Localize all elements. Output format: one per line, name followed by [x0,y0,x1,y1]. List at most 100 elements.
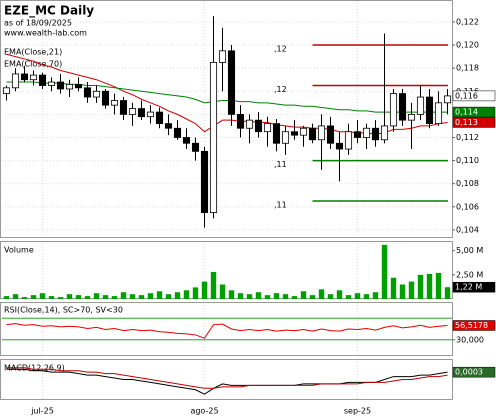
candle-body [146,111,155,118]
y-tick-label: 30,000 [456,335,484,344]
y-tick-label: 0,104 [456,225,479,234]
last-value-box [452,366,496,378]
candle-body [344,131,353,150]
candle-body [11,73,20,89]
volume-bar [237,293,244,299]
volume-bar [201,281,208,299]
candle-body [119,100,128,115]
panel-frame [0,359,453,400]
volume-bar [417,274,424,299]
volume-bar [192,287,199,299]
volume-bar [309,295,316,299]
volume-bar [444,287,451,299]
candle-body [74,83,83,89]
volume-bar [3,296,10,299]
candle-body [173,127,182,138]
level-label: ,12 [274,45,287,54]
candle-body [299,127,308,136]
candle-body [371,127,380,141]
candle-body [443,95,452,104]
x-tick-label: jul-25 [30,407,54,416]
volume-bar [345,295,352,299]
y-tick-label: 0,122 [456,17,479,26]
candle-body [2,87,11,94]
volume-bar [372,292,379,299]
volume-bar [174,292,181,299]
y-tick-label: 0,106 [456,202,479,211]
x-tick-label: sep-25 [344,407,371,416]
indicator-line [6,323,448,339]
candle-body [353,131,362,138]
volume-bar [336,290,343,299]
level-label: ,11 [274,160,287,169]
volume-bar [318,289,325,299]
candle-body [29,74,38,81]
candle-body [137,108,146,118]
panel-frame [0,241,453,299]
level-label: ,11 [274,201,287,210]
indicator-line [6,367,448,389]
volume-bar [183,290,190,299]
last-value-label: 0,0003 [455,368,483,377]
panel-title: RSI(Close,14), SC>70, SV<30 [4,306,123,315]
candle-body [272,123,281,144]
last-value-box [452,320,496,331]
candle-body [425,96,434,125]
candle-body [191,142,200,152]
x-tick-label: ago-25 [190,407,218,416]
candle-body [164,123,173,129]
candle-body [317,125,326,141]
volume-bar [111,296,118,299]
subtitle: as of 18/09/2025 [4,19,72,28]
candle-body [200,150,209,213]
candle-body [389,93,398,127]
volume-bar [30,295,37,299]
volume-bar [228,290,235,299]
chart-title: EZE_MC Daily [4,4,94,19]
volume-bar [399,284,406,299]
volume-bar [39,293,46,299]
volume-bar [381,244,388,299]
last-value-label: 0,116 [455,91,478,100]
y-tick-label: 5,00 M [456,246,483,255]
volume-bar [93,293,100,299]
candle-body [218,50,227,63]
volume-bar [363,294,370,299]
volume-bar [12,294,19,299]
volume-bar [354,293,361,299]
y-tick-label: 2,50 M [456,270,483,279]
last-value-label: 56,5178 [455,321,488,330]
volume-bar [390,277,397,299]
volume-bar [327,294,334,299]
candle-body [335,142,344,150]
volume-bar [219,284,226,299]
volume-bar [102,295,109,299]
volume-bar [246,294,253,299]
candle-body [128,108,137,115]
last-value-box [452,281,496,293]
volume-bar [21,297,28,299]
candle-body [209,61,218,213]
volume-bar [57,297,64,299]
candle-body [398,93,407,121]
volume-bar [48,296,55,299]
last-value-label: 0,113 [455,118,478,127]
volume-bar [291,296,298,299]
volume-bar [138,295,145,299]
candle-body [65,83,74,90]
candle-body [263,123,272,133]
candle-body [155,111,164,125]
candle-body [380,125,389,141]
candle-body [47,81,56,86]
candle-body [434,102,443,125]
level-label: ,12 [274,85,287,94]
last-value-box [452,90,496,102]
y-tick-label: 0,118 [456,64,479,73]
volume-bar [300,291,307,299]
candle-body [281,131,290,144]
volume-bar [156,291,163,299]
candle-body [254,119,263,133]
volume-bar [408,281,415,299]
y-tick-label: 0,120 [456,41,479,50]
